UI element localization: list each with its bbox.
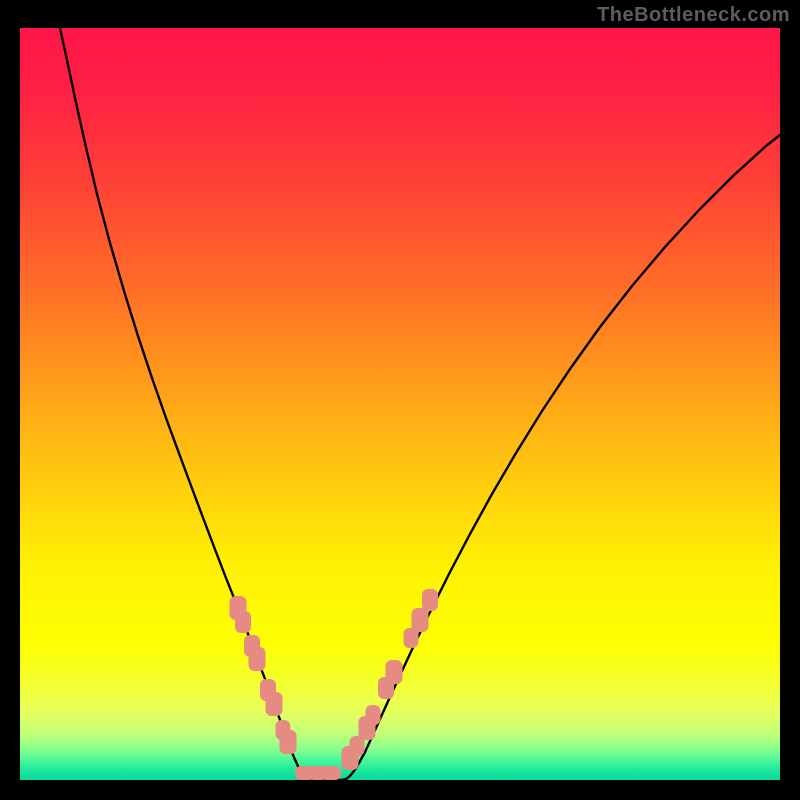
bottleneck-curve-chart [20, 28, 780, 780]
plot-area [20, 28, 780, 780]
chart-frame: TheBottleneck.com [0, 0, 800, 800]
watermark-text: TheBottleneck.com [597, 4, 790, 27]
